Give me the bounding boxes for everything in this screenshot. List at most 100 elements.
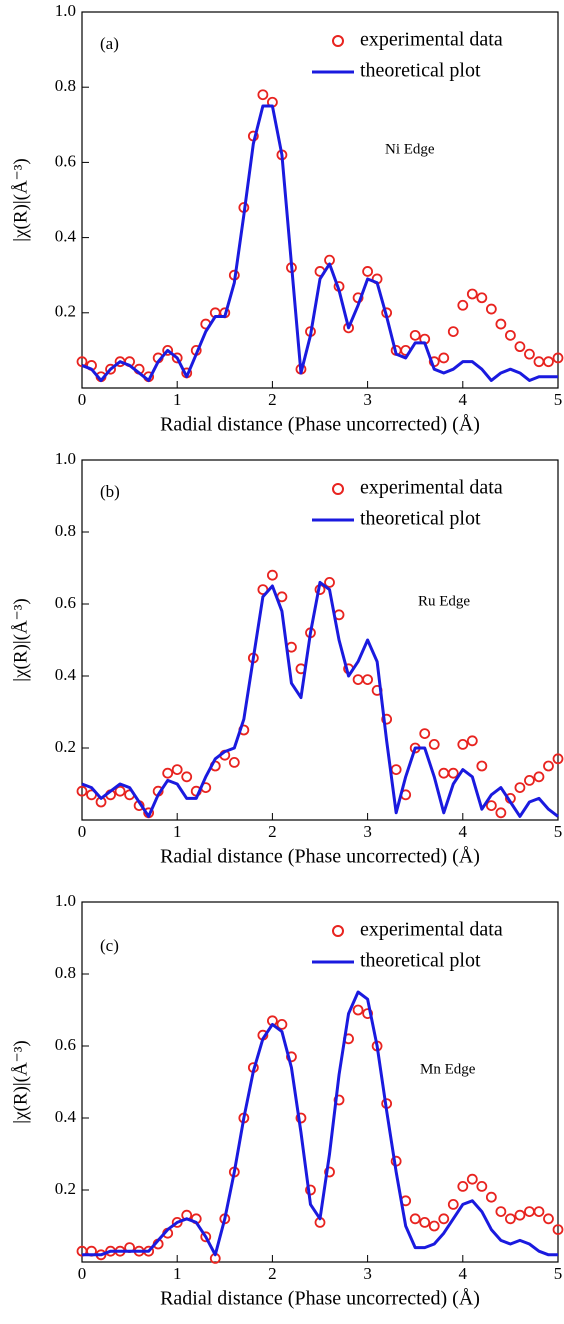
annotation: Mn Edge: [420, 1061, 476, 1077]
data-point: [466, 1173, 478, 1185]
data-point: [533, 356, 545, 368]
y-tick-label: 0.6: [55, 151, 76, 170]
data-point: [362, 674, 374, 685]
data-point: [438, 1213, 450, 1225]
annotation: Ru Edge: [418, 593, 470, 609]
data-point: [362, 1008, 374, 1019]
data-point: [514, 1209, 526, 1221]
data-point: [419, 728, 431, 739]
data-point: [171, 352, 183, 364]
data-point: [171, 764, 183, 775]
x-tick-label: 5: [554, 1264, 563, 1283]
data-point: [447, 767, 459, 779]
data-point: [76, 785, 88, 797]
x-tick-label: 0: [78, 390, 87, 409]
data-point: [466, 735, 478, 747]
data-line: [82, 990, 558, 1257]
data-point: [286, 1051, 297, 1063]
data-point: [514, 341, 526, 353]
annotation: (a): [100, 34, 119, 53]
x-tick-label: 0: [78, 822, 87, 841]
x-tick-label: 3: [363, 390, 372, 409]
y-axis-label: |χ(R)|(Å⁻³): [10, 158, 31, 241]
data-point: [495, 807, 507, 819]
data-point: [504, 329, 516, 341]
y-tick-label: 0.2: [55, 737, 76, 756]
legend-marker: [332, 35, 344, 47]
y-tick-label: 0.6: [55, 1035, 76, 1054]
data-point: [352, 674, 364, 685]
data-point: [533, 771, 545, 783]
y-tick-label: 1.0: [55, 891, 76, 910]
x-axis-label: Radial distance (Phase uncorrected) (Å): [160, 414, 480, 436]
legend-label: experimental data: [360, 919, 503, 941]
data-point: [438, 767, 450, 779]
data-point: [352, 1004, 364, 1016]
data-point: [552, 753, 564, 765]
data-point: [447, 326, 459, 338]
x-tick-label: 5: [554, 822, 563, 841]
data-point: [228, 757, 240, 768]
x-tick-label: 4: [459, 822, 468, 841]
x-tick-label: 1: [173, 822, 182, 841]
legend-marker: [332, 483, 344, 495]
x-tick-label: 3: [363, 1264, 372, 1283]
data-point: [428, 739, 440, 750]
data-point: [524, 348, 535, 360]
data-point: [390, 764, 402, 775]
data-line: [81, 580, 559, 818]
x-tick-label: 4: [459, 1264, 468, 1283]
y-tick-label: 0.6: [55, 593, 76, 612]
data-point: [514, 782, 526, 793]
x-axis-label: Radial distance (Phase uncorrected) (Å): [160, 846, 480, 868]
data-point: [362, 266, 374, 277]
data-point: [266, 569, 278, 581]
data-point: [476, 760, 488, 772]
data-point: [524, 775, 535, 786]
data-point: [543, 760, 554, 772]
legend-label: experimental data: [360, 29, 503, 51]
data-point: [409, 329, 421, 341]
data-point: [552, 352, 564, 364]
data-point: [181, 771, 193, 783]
data-point: [543, 1213, 554, 1225]
data-point: [504, 1213, 516, 1225]
plot-frame: [81, 459, 559, 821]
data-point: [533, 1206, 545, 1217]
data-point: [476, 1181, 488, 1192]
data-point: [485, 800, 497, 811]
data-point: [552, 1224, 564, 1235]
y-tick-label: 0.4: [55, 1107, 77, 1126]
y-tick-label: 1.0: [55, 449, 76, 468]
data-point: [447, 1199, 459, 1210]
x-tick-label: 2: [268, 390, 277, 409]
x-tick-label: 3: [363, 822, 372, 841]
x-tick-label: 4: [459, 390, 468, 409]
legend-marker: [332, 925, 344, 937]
data-point: [324, 1166, 335, 1178]
x-tick-label: 1: [173, 1264, 182, 1283]
y-tick-label: 0.8: [55, 76, 76, 95]
y-tick-label: 0.4: [55, 227, 77, 246]
data-point: [438, 352, 450, 364]
legend-label: experimental data: [360, 477, 503, 499]
x-tick-label: 2: [268, 822, 277, 841]
y-axis-label: |χ(R)|(Å⁻³): [10, 1040, 31, 1123]
y-tick-label: 0.2: [55, 1179, 76, 1198]
data-point: [162, 344, 174, 356]
data-point: [476, 292, 488, 304]
legend-label: theoretical plot: [360, 508, 481, 530]
y-tick-label: 1.0: [55, 1, 76, 20]
data-point: [409, 1213, 421, 1225]
data-point: [495, 318, 507, 330]
annotation: (c): [100, 936, 119, 955]
y-axis-label: |χ(R)|(Å⁻³): [10, 598, 31, 681]
data-point: [114, 785, 126, 797]
legend-label: theoretical plot: [360, 950, 481, 972]
data-point: [428, 1220, 440, 1232]
data-point: [105, 363, 116, 375]
data-point: [162, 767, 174, 779]
data-point: [324, 577, 335, 588]
plot-frame: [81, 901, 559, 1263]
